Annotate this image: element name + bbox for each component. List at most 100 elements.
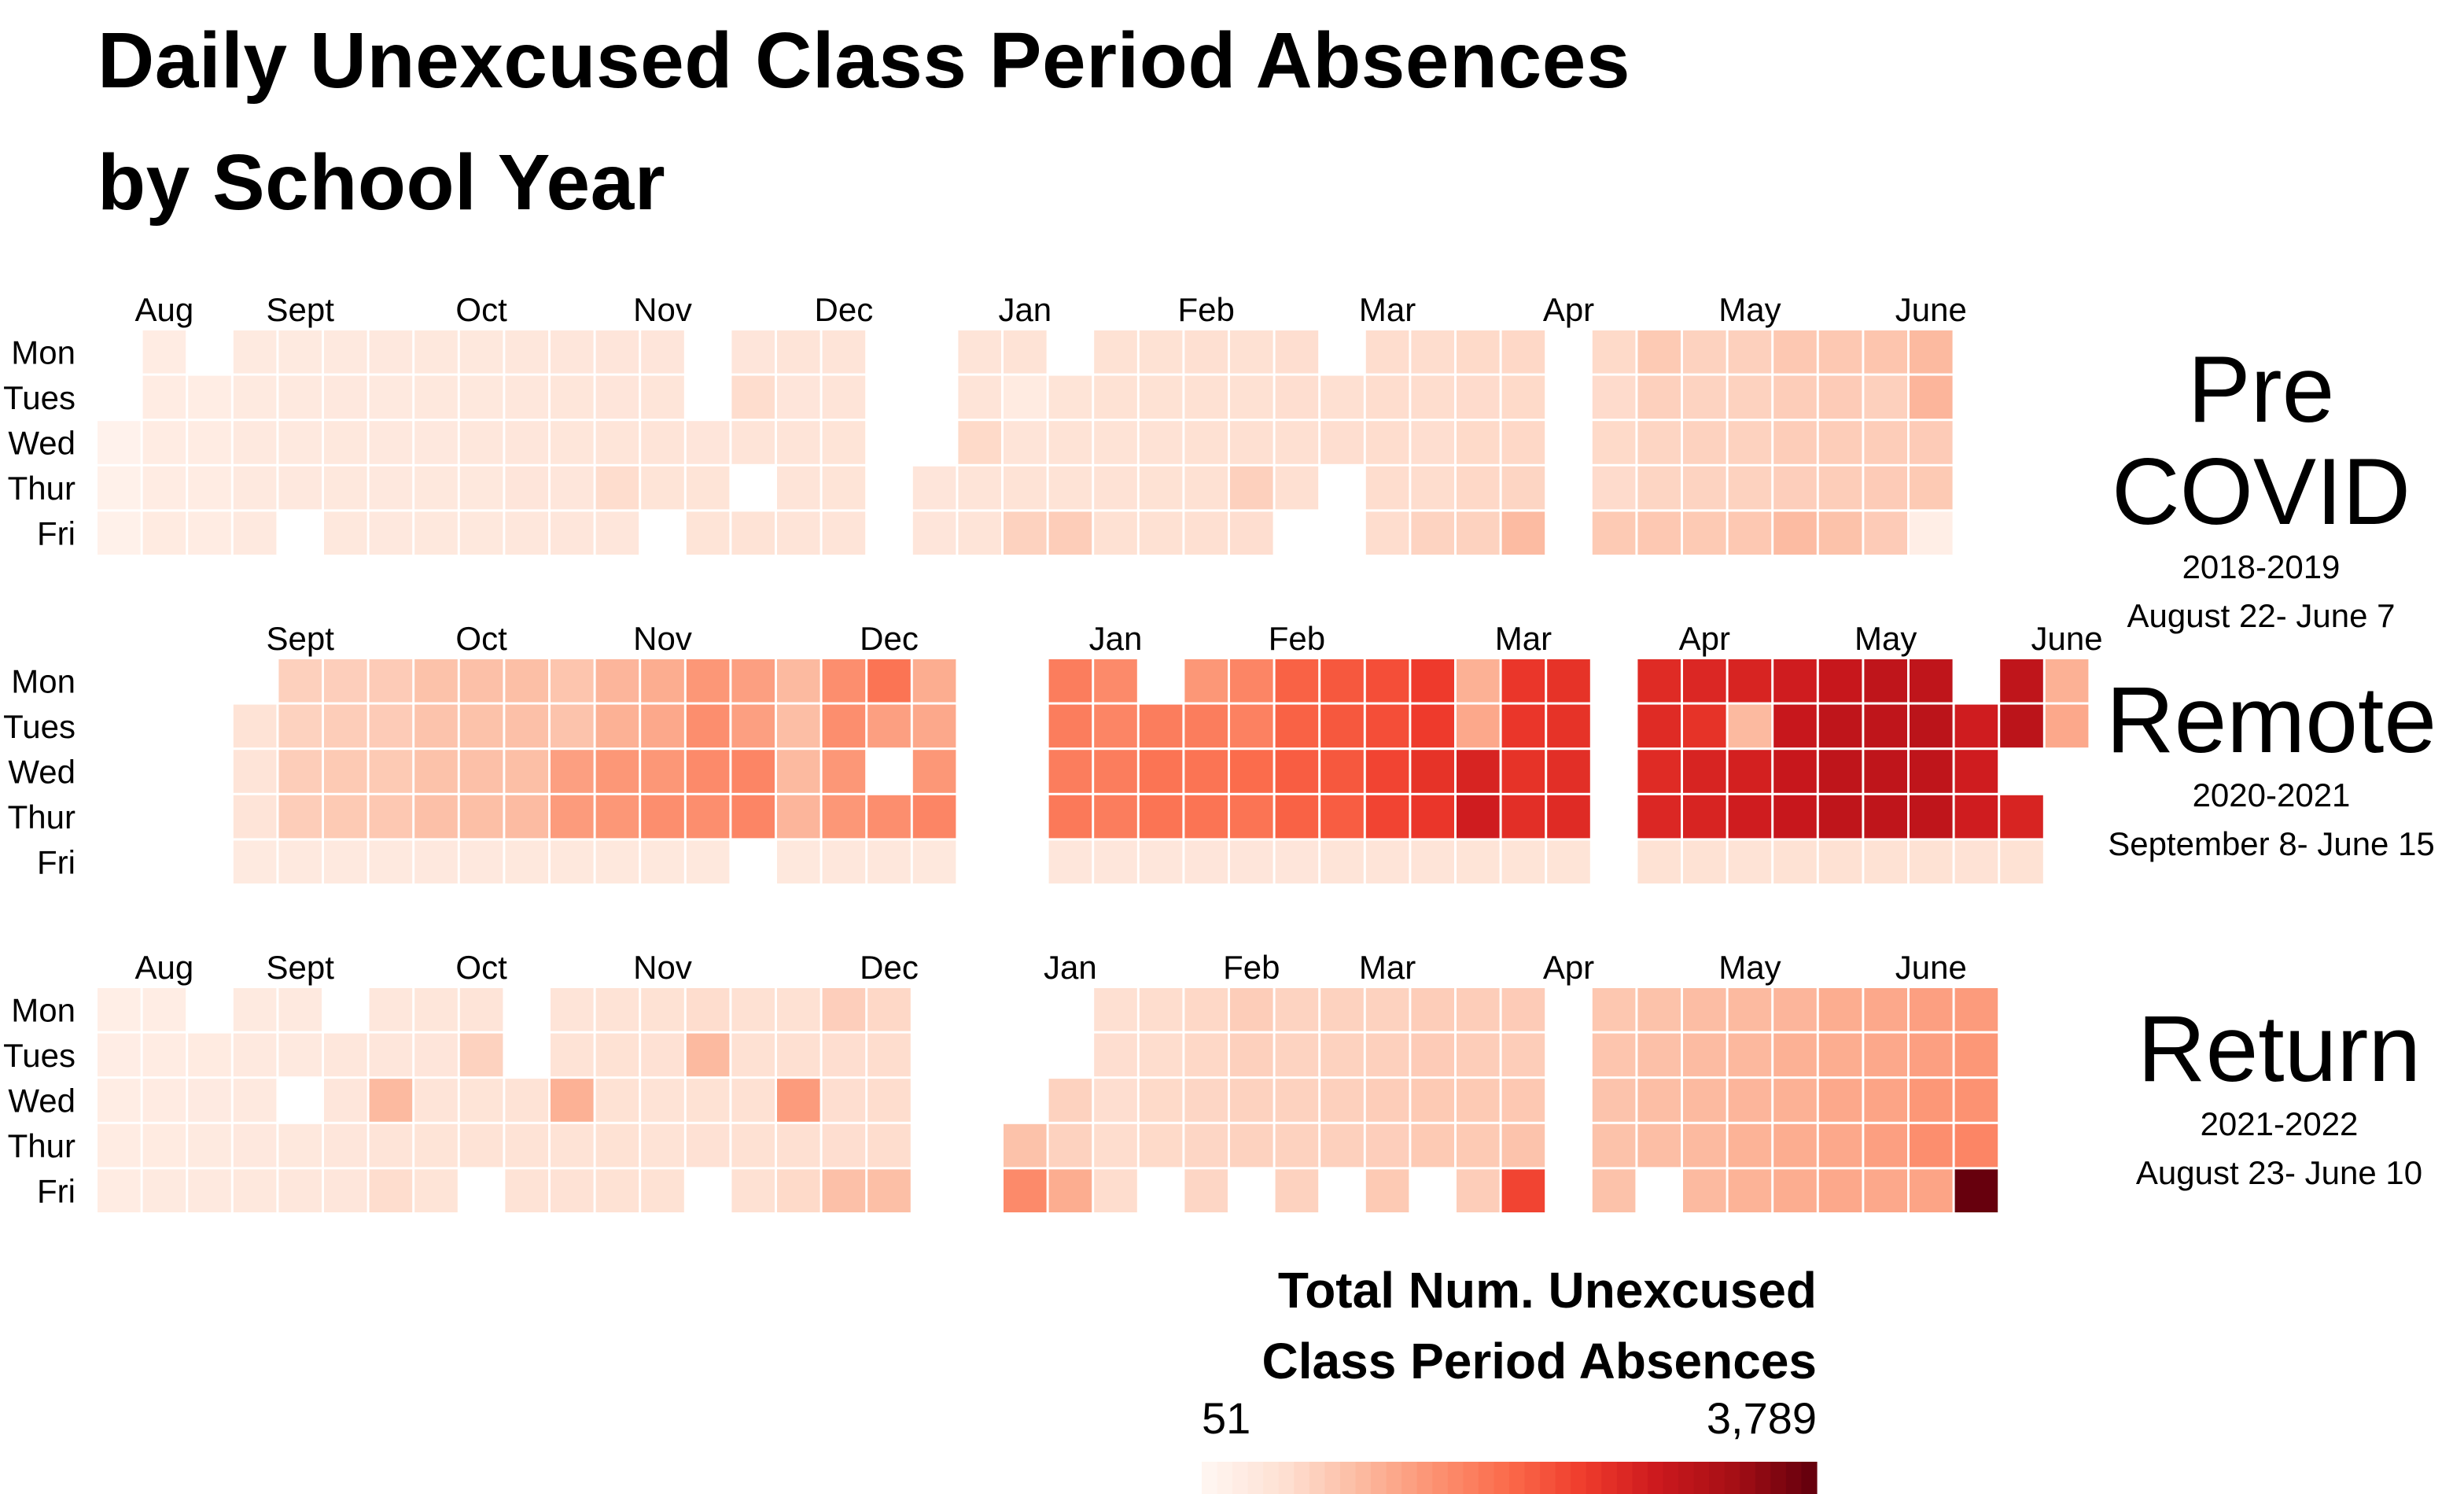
day-cell <box>1773 840 1817 883</box>
day-cell <box>369 375 413 419</box>
day-cell <box>1411 988 1454 1031</box>
day-cell <box>505 795 548 839</box>
day-cell <box>1501 1033 1545 1077</box>
day-cell <box>641 466 684 510</box>
day-cell <box>686 840 730 883</box>
day-cell <box>958 511 1001 555</box>
day-cell <box>1637 466 1681 510</box>
day-cell <box>1320 704 1364 748</box>
legend-swatch <box>1309 1462 1325 1494</box>
day-cell <box>1139 988 1183 1031</box>
day-cell <box>551 750 594 793</box>
day-cell <box>369 511 413 555</box>
day-cell <box>641 988 684 1031</box>
day-cell <box>686 1079 730 1122</box>
day-cell <box>1773 795 1817 839</box>
day-cell <box>551 840 594 883</box>
day-cell <box>1320 659 1364 703</box>
day-cell <box>1139 330 1183 374</box>
day-cell <box>1547 795 1590 839</box>
day-cell <box>1592 1079 1636 1122</box>
day-cell <box>1683 750 1726 793</box>
day-cell <box>1910 750 1953 793</box>
month-label: Nov <box>633 949 692 986</box>
section-name: Pre COVID <box>2111 337 2411 544</box>
chart-title: Daily Unexcused Class Period Absences by… <box>98 0 1630 244</box>
day-cell <box>1683 511 1726 555</box>
day-cell <box>1457 1079 1500 1122</box>
day-cell <box>1094 1079 1137 1122</box>
day-cell <box>1818 375 1862 419</box>
day-cell <box>233 330 277 374</box>
day-cell <box>641 1079 684 1122</box>
day-cell <box>1184 659 1228 703</box>
month-label: Feb <box>1223 949 1280 986</box>
day-cell <box>731 330 775 374</box>
day-cell <box>641 795 684 839</box>
legend-swatch <box>1494 1462 1510 1494</box>
day-cell <box>188 1123 231 1168</box>
day-cell <box>459 1033 503 1077</box>
day-cell <box>1910 988 1953 1031</box>
day-cell <box>1954 1079 1998 1122</box>
day-cell <box>1139 466 1183 510</box>
day-cell <box>551 988 594 1031</box>
day-cell <box>777 330 820 374</box>
day-cell <box>1139 511 1183 555</box>
day-cell <box>1728 704 1772 748</box>
month-label: Apr <box>1543 949 1594 986</box>
day-cell <box>1864 704 1907 748</box>
day-cell <box>1592 511 1636 555</box>
day-cell <box>188 1169 231 1212</box>
day-cell <box>324 1033 367 1077</box>
day-cell <box>188 1033 231 1077</box>
weekday-label: Mon <box>11 991 76 1028</box>
day-cell <box>1094 1033 1137 1077</box>
day-cell <box>1501 1123 1545 1168</box>
day-cell <box>1864 659 1907 703</box>
day-cell <box>1728 1169 1772 1212</box>
day-cell <box>233 375 277 419</box>
day-cell <box>278 795 322 839</box>
day-cell <box>867 1079 911 1122</box>
day-cell <box>731 511 775 555</box>
day-cell <box>686 988 730 1031</box>
day-cell <box>551 330 594 374</box>
day-cell <box>369 1169 413 1212</box>
day-cell <box>1230 795 1273 839</box>
day-cell <box>1230 1033 1273 1077</box>
day-cell <box>641 330 684 374</box>
day-cell <box>777 840 820 883</box>
day-cell <box>1320 1079 1364 1122</box>
day-cell <box>777 421 820 464</box>
day-cell <box>1184 840 1228 883</box>
day-cell <box>1411 750 1454 793</box>
day-cell <box>369 795 413 839</box>
section-date-range: August 23- June 10 <box>2135 1154 2423 1191</box>
day-cell <box>595 1169 639 1212</box>
day-cell <box>505 330 548 374</box>
day-cell <box>142 511 186 555</box>
day-cell <box>505 511 548 555</box>
day-cell <box>1004 466 1047 510</box>
day-cell <box>414 1033 458 1077</box>
weekday-label: Thur <box>8 470 76 507</box>
day-cell <box>641 421 684 464</box>
day-cell <box>1048 659 1092 703</box>
weekday-label: Tues <box>3 379 76 416</box>
day-cell <box>1275 840 1319 883</box>
day-cell <box>1320 840 1364 883</box>
day-cell <box>1048 795 1092 839</box>
day-cell <box>98 1079 141 1122</box>
day-cell <box>1818 466 1862 510</box>
legend-swatch <box>1432 1462 1449 1494</box>
day-cell <box>1954 988 1998 1031</box>
day-cell <box>1230 1079 1273 1122</box>
day-cell <box>278 1123 322 1168</box>
day-cell <box>1139 795 1183 839</box>
day-cell <box>1728 330 1772 374</box>
day-cell <box>1864 421 1907 464</box>
day-cell <box>369 659 413 703</box>
day-cell <box>731 1169 775 1212</box>
